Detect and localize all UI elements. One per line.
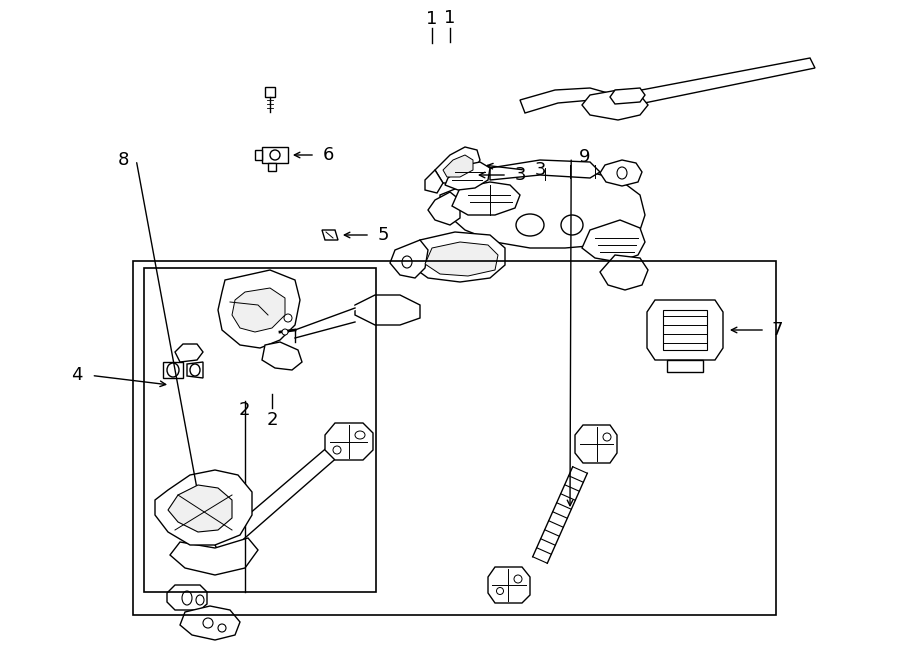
Ellipse shape [333,446,341,454]
Ellipse shape [282,329,288,335]
Ellipse shape [497,588,503,594]
Ellipse shape [516,214,544,236]
Text: 8: 8 [118,151,129,169]
Text: 7: 7 [771,321,783,339]
Polygon shape [575,425,617,463]
Ellipse shape [355,431,365,439]
Polygon shape [610,88,645,104]
Polygon shape [408,232,505,282]
Polygon shape [262,342,302,370]
Text: 1: 1 [427,9,437,28]
Polygon shape [155,470,252,545]
Polygon shape [663,310,707,350]
Bar [144,268,376,592]
Ellipse shape [196,595,204,605]
Polygon shape [322,230,338,240]
Polygon shape [520,58,815,113]
Polygon shape [490,160,600,180]
Polygon shape [187,362,203,378]
Ellipse shape [218,624,226,632]
Polygon shape [218,270,300,348]
Text: 6: 6 [322,146,334,164]
Polygon shape [232,288,285,332]
Polygon shape [647,300,723,360]
Polygon shape [215,445,340,558]
Polygon shape [180,606,240,640]
Polygon shape [390,240,428,278]
Ellipse shape [203,618,213,628]
Polygon shape [163,362,183,378]
Text: 5: 5 [377,226,389,244]
Ellipse shape [190,364,200,376]
Ellipse shape [167,363,179,377]
Ellipse shape [603,433,611,441]
Polygon shape [325,423,373,460]
Polygon shape [425,170,443,193]
Polygon shape [175,344,203,362]
Polygon shape [600,160,642,186]
Polygon shape [255,150,262,160]
Polygon shape [355,295,420,325]
Ellipse shape [402,256,412,268]
Polygon shape [443,155,473,177]
Ellipse shape [182,591,192,605]
Polygon shape [582,90,648,120]
Polygon shape [445,162,490,190]
Polygon shape [452,182,520,215]
Polygon shape [582,220,645,262]
Ellipse shape [270,150,280,160]
Ellipse shape [617,167,627,179]
Text: 1: 1 [445,9,455,27]
Polygon shape [268,163,276,171]
Polygon shape [488,567,530,603]
Text: 4: 4 [71,366,82,385]
Polygon shape [167,585,207,610]
Polygon shape [667,360,703,372]
Ellipse shape [514,575,522,583]
Text: 2: 2 [266,411,278,429]
Polygon shape [428,192,460,225]
Bar [133,261,776,615]
Polygon shape [440,168,645,248]
Polygon shape [435,147,480,183]
Polygon shape [265,87,275,97]
Text: 2: 2 [239,401,250,419]
Text: 9: 9 [579,148,590,167]
Polygon shape [600,255,648,290]
Polygon shape [425,242,498,276]
Polygon shape [170,538,258,575]
Polygon shape [168,485,232,532]
Text: 3: 3 [535,161,545,179]
Ellipse shape [561,215,583,235]
Polygon shape [262,147,288,163]
Ellipse shape [284,314,292,322]
Text: 3: 3 [514,166,526,184]
